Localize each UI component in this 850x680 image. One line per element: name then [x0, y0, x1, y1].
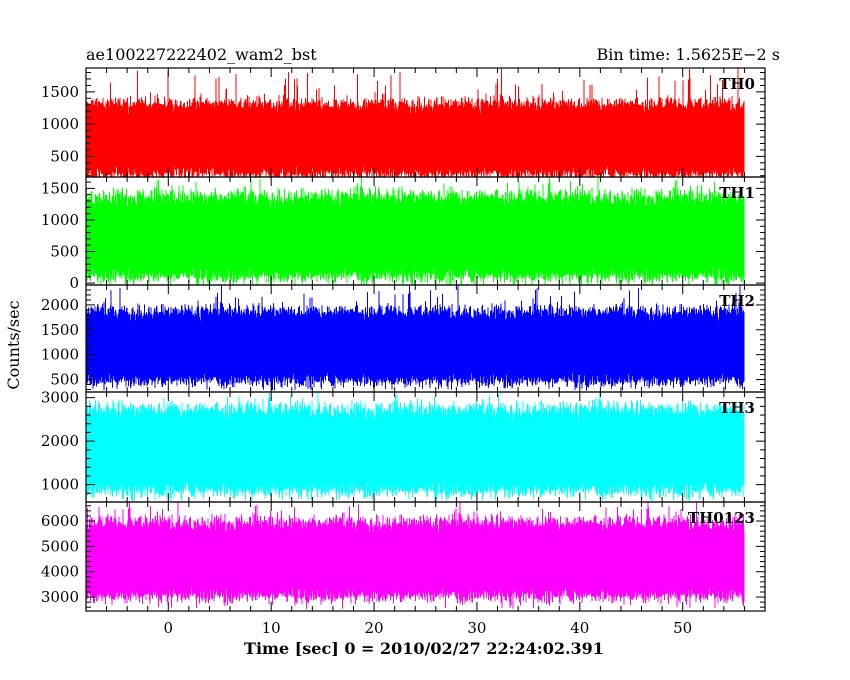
y-tick-label: 0	[69, 274, 79, 292]
y-tick-label: 500	[50, 147, 79, 165]
panel-label: TH0	[719, 75, 755, 93]
series-core-th0123	[86, 535, 745, 583]
panel-label: TH2	[719, 292, 755, 310]
y-axis-label: Counts/sec	[4, 300, 23, 389]
x-tick-label: 40	[570, 619, 589, 637]
y-tick-label: 5000	[41, 537, 79, 555]
x-tick-label: 50	[673, 619, 692, 637]
y-tick-label: 3000	[41, 389, 79, 407]
panel-label: TH0123	[688, 509, 755, 527]
series-core-th0	[86, 116, 745, 162]
panel-th0123: 3000 4000 5000 6000 TH0123	[41, 501, 766, 612]
panel-th1: 0 500 1000 1500 TH1	[41, 176, 766, 292]
x-tick-label: 10	[262, 619, 281, 637]
y-tick-label: 1000	[41, 476, 79, 494]
chart-title: ae100227222402_wam2_bst	[86, 45, 317, 64]
x-tick-label: 0	[164, 619, 174, 637]
panel-th2: 500 1000 1500 2000 TH2	[41, 284, 766, 393]
x-axis-label: Time [sec] 0 = 2010/02/27 22:24:02.391	[244, 639, 604, 658]
x-tick-label: 30	[467, 619, 486, 637]
series-core-th2	[86, 324, 745, 368]
panel-label: TH3	[719, 399, 755, 417]
y-tick-label: 6000	[41, 512, 79, 530]
y-tick-label: 4000	[41, 563, 79, 581]
bin-time-label: Bin time: 1.5625E−2 s	[597, 45, 780, 64]
y-tick-label: 1000	[41, 115, 79, 133]
y-tick-label: 2000	[41, 432, 79, 450]
y-tick-label: 1500	[41, 321, 79, 339]
y-tick-label: 1000	[41, 211, 79, 229]
y-tick-label: 2000	[41, 296, 79, 314]
y-tick-label: 1500	[41, 179, 79, 197]
y-tick-label: 1000	[41, 346, 79, 364]
panel-th0: 500 1000 1500 TH0	[41, 67, 766, 178]
series-core-th1	[86, 211, 745, 262]
panel-th3: 1000 2000 3000 TH3	[41, 389, 766, 503]
panel-label: TH1	[719, 184, 755, 202]
y-tick-label: 500	[50, 243, 79, 261]
x-tick-label: 20	[365, 619, 384, 637]
series-core-th3	[86, 424, 745, 476]
y-tick-label: 500	[50, 371, 79, 389]
y-tick-label: 1500	[41, 83, 79, 101]
y-tick-label: 3000	[41, 588, 79, 606]
